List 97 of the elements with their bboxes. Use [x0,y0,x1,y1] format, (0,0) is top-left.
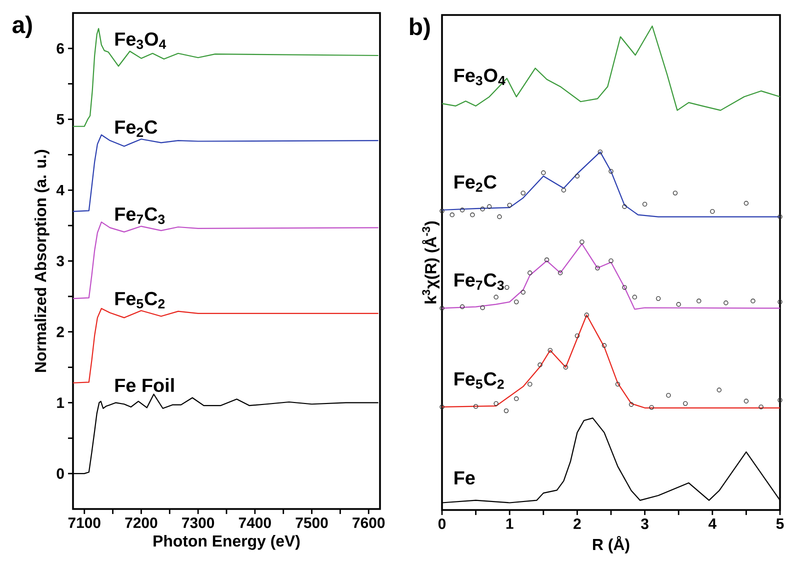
point [544,257,550,262]
point [460,304,465,310]
x-tick-label: 7300 [182,517,214,528]
x-tick-label: 7100 [68,517,100,528]
point [608,258,614,264]
point [480,305,485,310]
x-tick-label: 0 [438,518,446,530]
y-axis-title: Normalized Absorption (a. u.) [34,150,50,372]
x-tick-label: 7600 [352,517,385,528]
x-tick-label: 4 [708,518,716,529]
point [574,174,580,178]
point [528,382,532,387]
point [514,396,519,402]
y-tick-label: 2 [56,326,64,338]
point [541,170,546,176]
point [622,204,627,209]
x-tick-label: 3 [640,518,648,530]
x-axis-title: Photon Energy (eV) [154,534,300,550]
y-tick-label: 6 [56,43,64,54]
point [520,290,526,295]
point [696,298,702,304]
text: b) [410,18,430,40]
point [450,212,454,218]
point [480,206,485,212]
y-tick-label: 1 [57,398,64,408]
point [440,208,444,214]
x-tick-label: 2 [574,518,581,529]
point [672,190,678,196]
point [710,209,715,214]
annotation: Fe$_{5}$C$_{2}$ [115,292,165,308]
point [504,408,509,414]
text: a) [12,16,32,38]
point [595,266,600,270]
point [628,402,634,407]
point [676,302,681,307]
y-tick-label: 3 [56,256,64,266]
point [494,294,498,300]
point [622,285,627,290]
series-label: Fe$_{3}$O$_{4}$ [454,68,506,86]
y-tick-label: 5 [56,114,64,124]
point [507,202,512,208]
point [563,364,568,370]
series-label: Fe$_{2}$C [454,175,496,192]
point [602,343,607,348]
point [470,212,475,218]
x-axis-title: R (Å) [593,536,630,554]
point [724,300,728,306]
point [632,294,638,300]
x-tick-label: 7500 [296,517,328,528]
point [649,405,654,410]
point [716,388,722,392]
x-tick-label: 1 [506,518,514,529]
point [528,270,532,276]
point [744,200,749,206]
point [580,240,584,244]
point [520,190,526,196]
x-tick-label: 7400 [238,517,271,528]
annotation: Fe$_{7}$C$_{3}$ [115,207,165,224]
point [473,404,478,409]
point [584,312,590,318]
point [561,188,566,192]
point [778,398,782,402]
point [656,296,661,301]
point [548,348,553,353]
point [750,298,756,304]
point [486,204,492,209]
point [504,285,510,290]
point [778,214,782,220]
x-tick-label: 5 [776,518,784,529]
point [558,270,563,276]
point [744,398,749,404]
point [440,404,444,410]
point [460,208,465,212]
point [440,306,444,311]
y-tick-label: 4 [56,185,64,196]
point [497,214,502,220]
point [758,404,764,410]
y-tick-label: 0 [56,468,64,479]
y-axis-title: k$^{3}$χ(R) (Å$^{-3}$) [422,221,440,304]
point [514,300,519,304]
series-label: Fe [454,471,475,485]
point [598,150,603,154]
point [683,401,688,406]
series-label: Fe$_{5}$C$_{2}$ [454,372,504,389]
annotation: Fe Foil [115,378,174,392]
x-tick-label: 7200 [125,517,158,528]
point [778,300,782,304]
point [615,382,620,387]
point [642,202,648,207]
point [574,333,580,338]
annotation: Fe$_{2}$C [115,120,158,137]
series-label: Fe$_{7}$C$_{3}$ [454,273,504,290]
point [538,362,542,368]
point [494,401,498,406]
annotation: Fe$_{3}$O$_{4}$ [115,32,166,50]
point [608,168,614,174]
point [666,392,671,398]
